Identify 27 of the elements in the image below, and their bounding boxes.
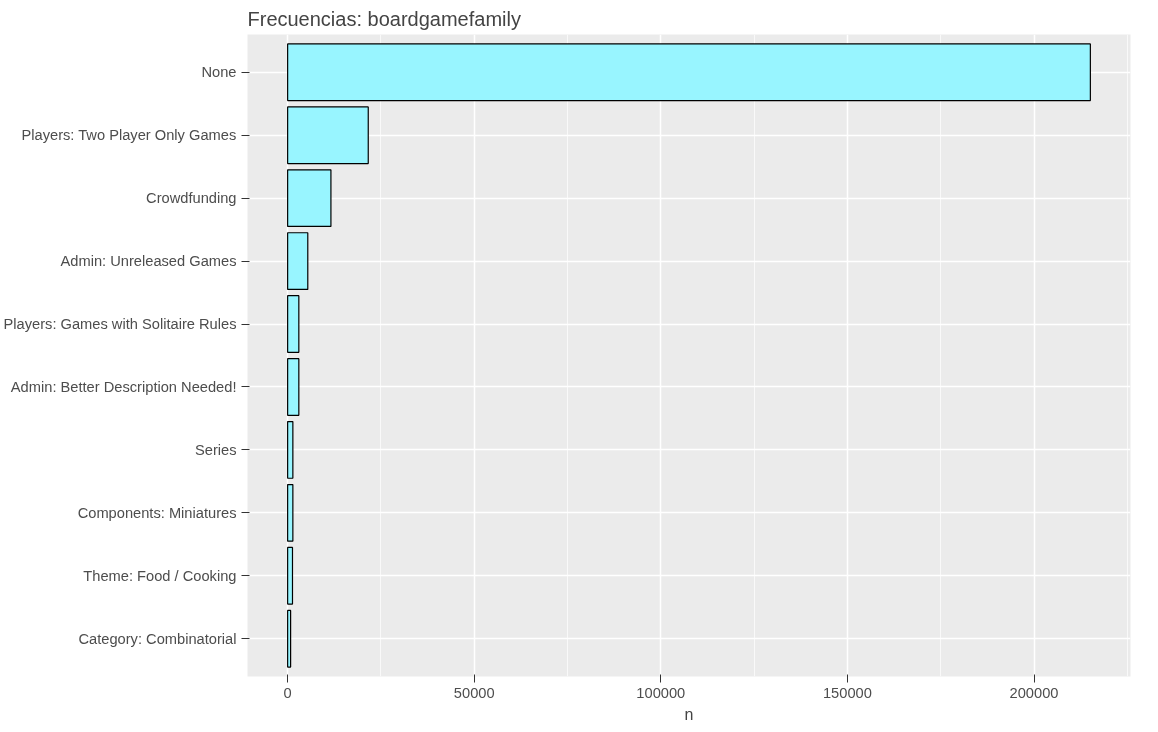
x-tick-label: 150000 <box>822 684 872 701</box>
x-tick-label: 0 <box>283 684 292 701</box>
y-tick-label: Admin: Better Description Needed! <box>10 378 237 395</box>
y-tick-label: Theme: Food / Cooking <box>83 567 237 584</box>
bar <box>287 106 369 165</box>
y-tick-label: Components: Miniatures <box>77 504 237 521</box>
chart-title: Frecuencias: boardgamefamily <box>247 7 521 30</box>
bar <box>287 420 294 479</box>
x-tick-label: 50000 <box>453 684 495 701</box>
y-tick-label: Players: Games with Solitaire Rules <box>3 316 237 333</box>
bar <box>287 546 294 605</box>
x-tick-label: 100000 <box>636 684 686 701</box>
bar <box>287 609 292 668</box>
y-tick-label: Series <box>194 441 237 458</box>
y-tick-label: Admin: Unreleased Games <box>60 253 237 270</box>
y-tick-label: Players: Two Player Only Games <box>21 127 237 144</box>
x-tick-label: 200000 <box>1009 684 1059 701</box>
bar <box>287 169 332 228</box>
bar <box>287 358 300 416</box>
x-axis-title: n <box>684 705 694 723</box>
bar <box>287 295 300 353</box>
bar <box>287 43 1091 102</box>
y-tick-label: None <box>201 64 237 81</box>
y-tick-label: Category: Combinatorial <box>78 630 237 647</box>
y-tick-label: Crowdfunding <box>146 190 237 207</box>
bar <box>287 232 309 291</box>
bar <box>287 483 294 542</box>
